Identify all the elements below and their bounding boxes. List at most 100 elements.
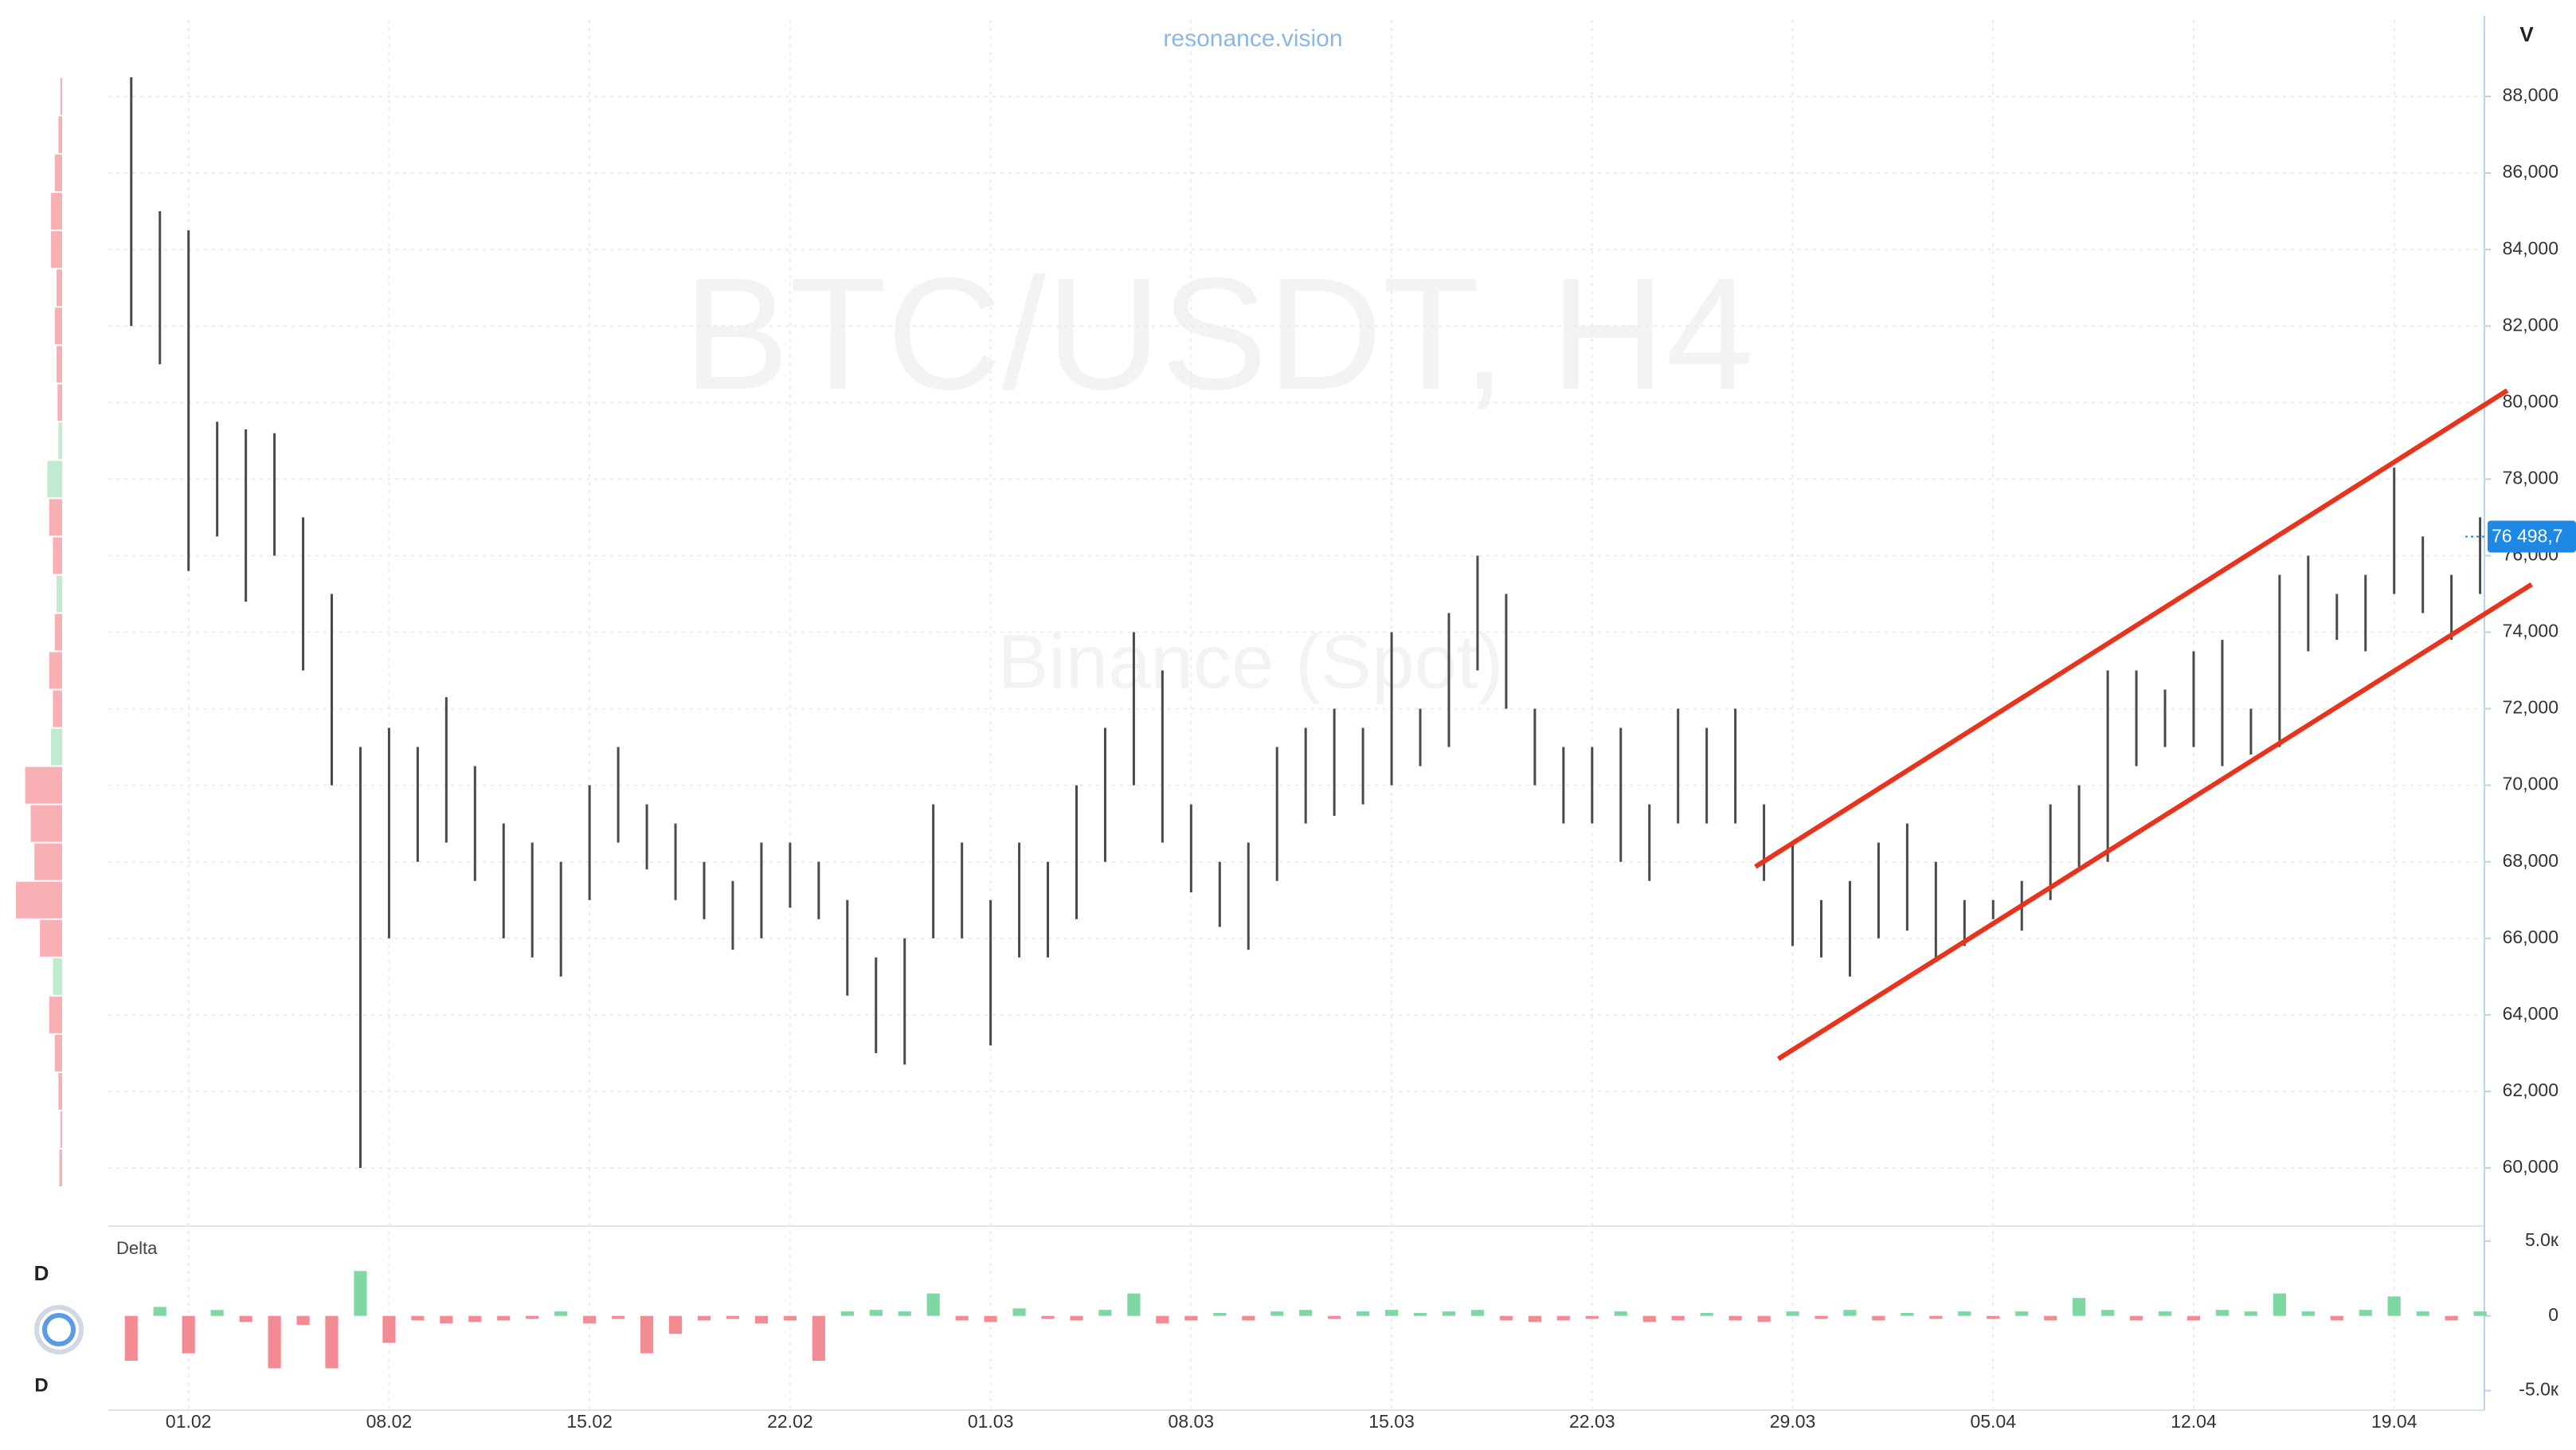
delta-bar	[2445, 1315, 2458, 1321]
y-tick-label: 64,000	[2503, 1003, 2558, 1024]
delta-bar	[1786, 1311, 1799, 1316]
profile-bar	[49, 652, 62, 689]
y-tick-label: 68,000	[2503, 850, 2558, 871]
delta-bar	[2186, 1315, 2201, 1321]
delta-bar	[440, 1315, 453, 1324]
delta-tick-label: 0	[2548, 1304, 2558, 1325]
delta-bar	[1242, 1315, 1255, 1321]
delta-bar	[583, 1315, 597, 1324]
delta-bar	[783, 1315, 797, 1321]
delta-bar	[153, 1307, 166, 1316]
delta-bar	[2044, 1315, 2057, 1321]
delta-bar	[1442, 1311, 1456, 1316]
y-tick-label: 70,000	[2503, 774, 2558, 794]
x-tick-label: 22.02	[767, 1411, 813, 1432]
y-tick-label: 62,000	[2503, 1080, 2558, 1100]
axis-mode[interactable]: V	[2519, 22, 2534, 46]
delta-bar	[1127, 1293, 1141, 1316]
profile-bar	[49, 996, 62, 1033]
delta-bar	[1328, 1315, 1341, 1319]
delta-bar	[1213, 1312, 1227, 1316]
delta-bar	[2129, 1315, 2143, 1321]
delta-bar	[1929, 1315, 1943, 1319]
logo[interactable]	[34, 1305, 84, 1354]
delta-bar	[2101, 1310, 2115, 1316]
delta-bar	[1815, 1315, 1828, 1319]
delta-bar	[1671, 1315, 1685, 1321]
delta-bar	[668, 1315, 683, 1334]
delta-bar	[955, 1315, 969, 1321]
site-label[interactable]: resonance.vision	[1163, 25, 1342, 52]
delta-bar	[2387, 1296, 2401, 1316]
logo-ring	[34, 1305, 84, 1354]
delta-bar	[210, 1310, 224, 1316]
profile-bar	[51, 728, 62, 766]
profile-bar	[16, 881, 62, 919]
delta-bar	[1098, 1310, 1112, 1316]
delta-bar	[697, 1315, 711, 1321]
profile-bar	[57, 269, 62, 307]
profile-bar	[47, 460, 62, 498]
profile-bar	[30, 805, 62, 842]
delta-bar	[1384, 1310, 1399, 1316]
delta-bar	[612, 1315, 625, 1319]
delta-bar	[2015, 1311, 2029, 1316]
delta-bar	[1070, 1315, 1083, 1321]
delta-bar	[1987, 1315, 2000, 1319]
profile-bar	[57, 384, 62, 421]
profile-bar	[54, 155, 62, 192]
profile-bar	[40, 919, 62, 957]
delta-bar	[2158, 1311, 2172, 1316]
delta-bar	[1585, 1315, 1599, 1319]
delta-bar	[239, 1315, 253, 1323]
channel-line	[1754, 388, 2509, 869]
profile-bar	[51, 193, 62, 230]
delta-bar	[2244, 1311, 2258, 1316]
x-tick-label: 05.04	[1970, 1411, 2016, 1432]
panel-label: D	[34, 1374, 48, 1396]
delta-tick-label: -5.0к	[2519, 1379, 2559, 1400]
profile-bar	[51, 231, 62, 268]
profile-bar	[54, 308, 62, 345]
delta-bar	[1184, 1315, 1198, 1321]
y-tick-label: 82,000	[2503, 314, 2558, 335]
delta-bar	[1556, 1315, 1570, 1321]
x-tick-label: 12.04	[2171, 1411, 2217, 1432]
profile-bar	[58, 422, 62, 460]
delta-bar	[812, 1315, 825, 1362]
delta-bar	[1728, 1315, 1742, 1321]
x-tick-label: 15.02	[566, 1411, 613, 1432]
profile-bar	[54, 1034, 62, 1072]
panel-label: D	[34, 1261, 49, 1285]
x-tick-label: 22.03	[1569, 1411, 1615, 1432]
y-tick-label: 84,000	[2503, 237, 2558, 258]
delta-bar	[2215, 1310, 2230, 1316]
delta-bar	[1041, 1315, 1055, 1319]
delta-bar	[411, 1315, 425, 1321]
last-price-label: 76 498,7	[2492, 526, 2563, 547]
delta-bar	[468, 1315, 482, 1323]
delta-bar	[2359, 1310, 2372, 1316]
delta-bar	[1901, 1312, 1914, 1316]
last-price-box	[2488, 520, 2576, 553]
x-tick-label: 01.02	[166, 1411, 212, 1432]
delta-bar	[1614, 1311, 1627, 1316]
profile-bar	[58, 1072, 62, 1110]
delta-bar	[1958, 1311, 1971, 1316]
delta-bar	[2473, 1311, 2487, 1316]
x-tick-label: 08.03	[1169, 1411, 1215, 1432]
delta-bar	[2301, 1311, 2315, 1316]
watermark-title: BTC/USDT, H4	[683, 245, 1755, 423]
profile-bar	[57, 575, 62, 613]
y-tick-label: 88,000	[2503, 84, 2558, 105]
delta-bar	[1700, 1312, 1713, 1316]
profile-bar	[57, 346, 62, 383]
delta-bar	[1299, 1310, 1313, 1316]
delta-bar	[1012, 1308, 1026, 1316]
delta-bar	[1156, 1315, 1169, 1324]
delta-bar	[2330, 1315, 2343, 1321]
delta-bar	[984, 1315, 997, 1323]
delta-bar	[898, 1311, 911, 1316]
